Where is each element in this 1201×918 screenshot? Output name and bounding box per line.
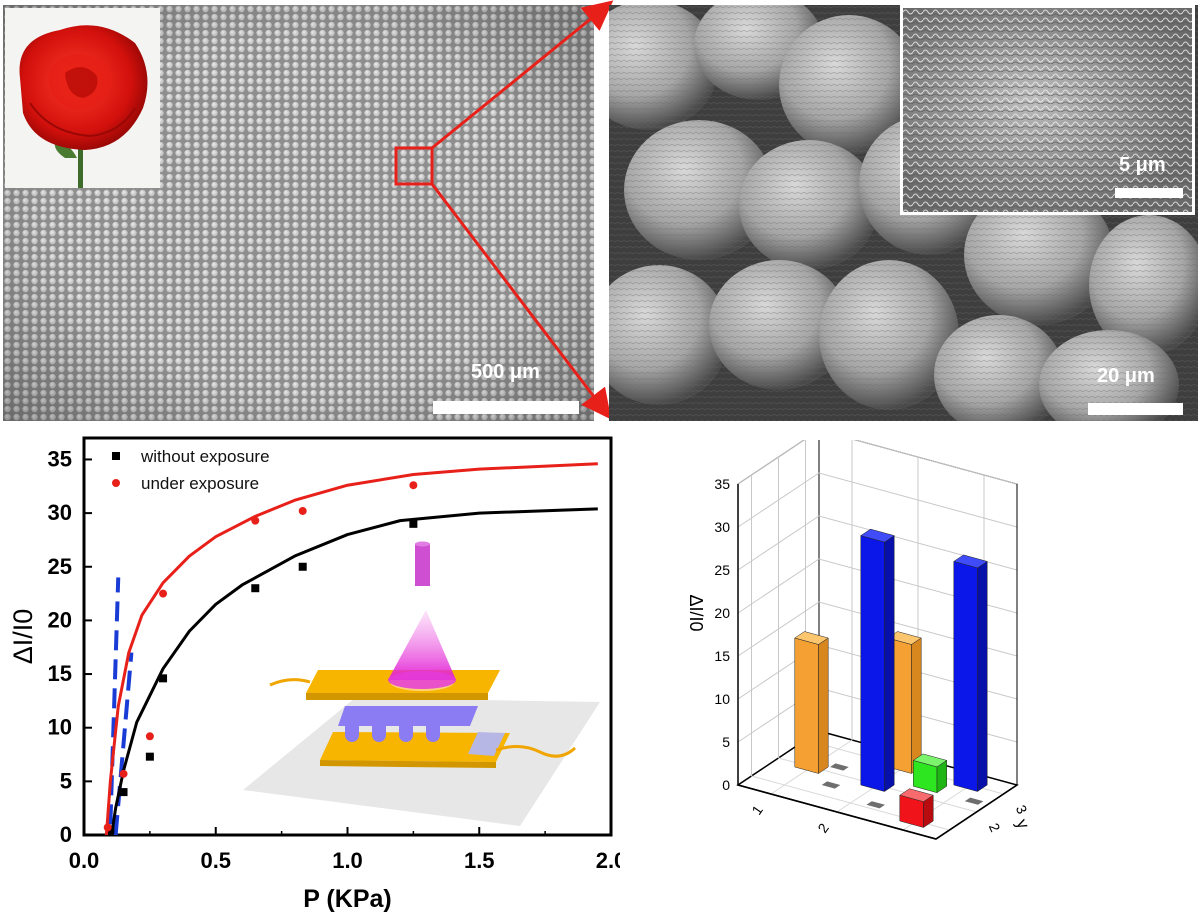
scale-bar <box>433 401 579 414</box>
scale-bar-label: 500 μm <box>471 361 540 383</box>
z-axis-label: ΔI/I0 <box>686 594 706 631</box>
device-schematic <box>243 541 600 826</box>
data-point <box>159 674 168 683</box>
x-tick-label: 1.0 <box>332 848 363 873</box>
y-axis-label: y <box>1012 816 1033 832</box>
y-axis <box>935 784 1018 840</box>
sem-image-high-mag: 5 μm <box>900 5 1195 215</box>
bar-blue <box>860 528 895 792</box>
y-tick-label: 5 <box>60 768 72 793</box>
highlight-box <box>394 146 434 186</box>
data-point <box>119 769 128 778</box>
y-tick-label: 30 <box>48 500 72 525</box>
z-tick-label: 25 <box>714 562 730 578</box>
legend-label: without exposure <box>140 447 270 466</box>
bar-blue <box>953 554 988 792</box>
scale-bar <box>1088 403 1183 415</box>
y-tick-label: 10 <box>48 715 72 740</box>
z-tick-label: 5 <box>722 734 730 750</box>
grid-line <box>737 601 1018 657</box>
data-point <box>251 584 260 593</box>
y-tick-label: 15 <box>48 661 72 686</box>
y-tick-label: 35 <box>48 446 72 471</box>
data-point <box>298 506 307 515</box>
z-tick-label: 20 <box>714 605 730 621</box>
y-tick-label: 2 <box>986 821 1004 835</box>
y-tick-label: 20 <box>48 607 72 632</box>
fit-curve-under-exposure <box>104 462 598 836</box>
data-point <box>145 732 154 741</box>
grid-line <box>737 472 1018 528</box>
dashed-reference-line <box>113 652 134 836</box>
data-point <box>409 519 418 528</box>
z-tick-label: 15 <box>714 648 730 664</box>
scale-bar-label: 5 μm <box>1119 154 1166 176</box>
empty-cell-marker <box>830 763 849 771</box>
x-tick-label: 1.5 <box>464 848 495 873</box>
legend-marker <box>112 452 120 460</box>
data-point <box>119 788 128 797</box>
data-point <box>298 562 307 571</box>
y-tick-label: 0 <box>60 822 72 847</box>
z-tick-label: 35 <box>714 476 730 492</box>
bar-red <box>899 788 934 828</box>
x-tick-label: 1 <box>748 802 766 818</box>
z-tick-label: 10 <box>714 691 730 707</box>
grid-line <box>737 515 1018 571</box>
z-tick-label: 30 <box>714 519 730 535</box>
rose-photo-inset <box>5 8 160 188</box>
x-tick-label: 2.0 <box>596 848 620 873</box>
data-point <box>409 481 418 490</box>
empty-cell-marker <box>821 781 841 789</box>
scale-bar-label: 20 μm <box>1097 365 1155 387</box>
x-axis-label: P (KPa) <box>303 885 391 913</box>
y-tick-label: 3 <box>1013 803 1031 817</box>
bar-orange <box>794 631 829 774</box>
rose-icon <box>19 25 148 188</box>
light-source <box>415 544 430 586</box>
y-axis-label: ΔI/I0 <box>8 609 38 665</box>
grid-line <box>737 440 1018 485</box>
sem-nanofolds <box>903 8 1192 212</box>
legend-label: under exposure <box>141 474 259 493</box>
x-tick-label: 2 <box>814 820 832 836</box>
empty-cell-marker <box>964 797 984 805</box>
data-point <box>145 752 154 761</box>
x-tick-label: 0.0 <box>69 848 100 873</box>
x-axis <box>737 784 937 840</box>
x-tick-label: 3 <box>880 838 898 840</box>
data-point <box>103 823 112 832</box>
pressure-response-chart: 0.0 0.5 1.0 1.5 2.0 0 5 10 15 20 25 30 35 P (KPa) ΔI/I… <box>8 436 620 913</box>
light-beam <box>388 610 456 680</box>
legend-marker <box>112 479 120 487</box>
y-tick-label: 1 <box>959 839 977 840</box>
bar-green <box>912 753 948 794</box>
dashed-reference-line <box>108 577 121 825</box>
zoom-arrow-top <box>431 0 614 150</box>
z-tick-label: 0 <box>722 777 730 793</box>
data-point <box>159 589 168 598</box>
x-tick-label: 0.5 <box>200 848 231 873</box>
sensor-array-3d-chart: 05101520253035123123xyΔI/I0 <box>686 440 1033 840</box>
empty-cell-marker <box>866 801 885 809</box>
grid-line <box>737 558 1018 614</box>
scale-bar <box>1115 188 1183 198</box>
y-tick-label: 25 <box>48 554 72 579</box>
zoom-indicator <box>394 0 614 420</box>
zoom-arrow-bottom <box>430 183 612 420</box>
data-point <box>251 516 260 525</box>
